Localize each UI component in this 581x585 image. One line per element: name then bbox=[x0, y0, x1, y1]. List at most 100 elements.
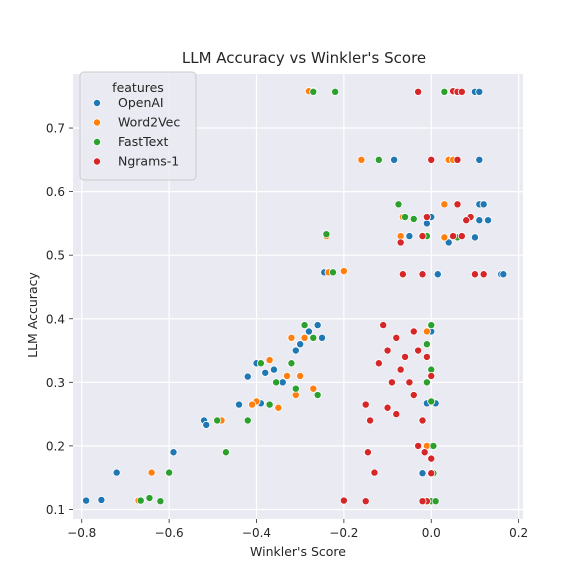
legend-label-ngrams-1: Ngrams-1 bbox=[118, 154, 179, 169]
x-axis-label: Winkler's Score bbox=[250, 544, 346, 559]
point-fasttext bbox=[401, 213, 410, 222]
point-openai bbox=[243, 372, 252, 381]
point-fasttext bbox=[145, 494, 154, 503]
point-openai bbox=[278, 378, 287, 387]
point-openai bbox=[296, 340, 305, 349]
legend-box bbox=[79, 71, 197, 181]
point-openai bbox=[470, 233, 479, 242]
point-ngrams-1 bbox=[398, 270, 407, 279]
point-openai bbox=[499, 270, 508, 279]
chart-title: LLM Accuracy vs Winkler's Score bbox=[182, 49, 426, 67]
point-openai bbox=[475, 155, 484, 164]
point-word2vec bbox=[440, 200, 449, 209]
point-fasttext bbox=[313, 391, 322, 400]
point-openai bbox=[235, 400, 244, 409]
point-openai bbox=[318, 333, 327, 342]
point-ngrams-1 bbox=[449, 232, 458, 241]
point-openai bbox=[444, 238, 453, 247]
legend-marker-openai bbox=[93, 99, 102, 108]
point-openai bbox=[261, 368, 270, 377]
point-ngrams-1 bbox=[418, 416, 427, 425]
point-ngrams-1 bbox=[427, 155, 436, 164]
point-fasttext bbox=[156, 497, 165, 506]
point-fasttext bbox=[322, 230, 331, 239]
point-fasttext bbox=[309, 333, 318, 342]
point-word2vec bbox=[339, 267, 348, 276]
point-ngrams-1 bbox=[401, 352, 410, 361]
point-ngrams-1 bbox=[409, 391, 418, 400]
legend-item-word2vec: Word2Vec bbox=[93, 115, 180, 130]
point-ngrams-1 bbox=[453, 200, 462, 209]
point-fasttext bbox=[300, 321, 309, 330]
point-word2vec bbox=[300, 333, 309, 342]
x-tick-label: −0.6 bbox=[155, 526, 184, 540]
legend-marker-ngrams-1 bbox=[93, 157, 102, 166]
point-fasttext bbox=[272, 378, 281, 387]
point-openai bbox=[313, 321, 322, 330]
point-openai bbox=[269, 365, 278, 374]
legend-label-openai: OpenAI bbox=[118, 95, 164, 110]
point-ngrams-1 bbox=[418, 232, 427, 241]
point-fasttext bbox=[243, 416, 252, 425]
y-axis-label: LLM Accuracy bbox=[25, 272, 40, 358]
point-fasttext bbox=[213, 416, 222, 425]
x-tick-label: −0.4 bbox=[242, 526, 271, 540]
point-ngrams-1 bbox=[396, 365, 405, 374]
point-ngrams-1 bbox=[427, 371, 436, 380]
legend-marker-fasttext bbox=[93, 137, 102, 146]
point-fasttext bbox=[287, 359, 296, 368]
point-ngrams-1 bbox=[370, 468, 379, 477]
point-ngrams-1 bbox=[414, 87, 423, 96]
point-ngrams-1 bbox=[405, 378, 414, 387]
point-word2vec bbox=[265, 356, 274, 365]
point-fasttext bbox=[291, 384, 300, 393]
x-tick-label: 0.2 bbox=[509, 526, 528, 540]
point-fasttext bbox=[422, 340, 431, 349]
point-fasttext bbox=[429, 441, 438, 450]
point-word2vec bbox=[147, 468, 156, 477]
point-ngrams-1 bbox=[363, 448, 372, 457]
point-ngrams-1 bbox=[361, 400, 370, 409]
point-ngrams-1 bbox=[427, 454, 436, 463]
point-ngrams-1 bbox=[457, 232, 466, 241]
point-ngrams-1 bbox=[392, 333, 401, 342]
point-word2vec bbox=[248, 400, 257, 409]
point-openai bbox=[112, 468, 121, 477]
point-fasttext bbox=[431, 497, 440, 506]
point-openai bbox=[82, 496, 91, 505]
point-openai bbox=[433, 270, 442, 279]
point-word2vec bbox=[274, 403, 283, 412]
x-tick-label: 0.0 bbox=[422, 526, 441, 540]
point-fasttext bbox=[409, 214, 418, 223]
point-fasttext bbox=[394, 200, 403, 209]
y-tick-label: 0.5 bbox=[46, 249, 65, 263]
point-fasttext bbox=[427, 321, 436, 330]
point-fasttext bbox=[265, 400, 274, 409]
point-ngrams-1 bbox=[418, 497, 427, 506]
point-fasttext bbox=[328, 268, 337, 277]
point-openai bbox=[304, 327, 313, 336]
point-ngrams-1 bbox=[414, 441, 423, 450]
y-tick-label: 0.1 bbox=[46, 503, 65, 517]
y-tick-label: 0.6 bbox=[46, 185, 65, 199]
point-fasttext bbox=[427, 397, 436, 406]
legend-items: OpenAI Word2Vec FastText Ngrams-1 bbox=[93, 95, 180, 169]
point-ngrams-1 bbox=[422, 352, 431, 361]
point-openai bbox=[418, 469, 427, 478]
point-ngrams-1 bbox=[392, 410, 401, 419]
legend-marker-word2vec bbox=[93, 118, 102, 127]
point-word2vec bbox=[357, 155, 366, 164]
point-ngrams-1 bbox=[409, 327, 418, 336]
point-ngrams-1 bbox=[366, 416, 375, 425]
point-ngrams-1 bbox=[462, 216, 471, 225]
point-ngrams-1 bbox=[414, 346, 423, 355]
point-openai bbox=[202, 420, 211, 429]
point-fasttext bbox=[331, 87, 340, 96]
point-openai bbox=[484, 216, 493, 225]
y-tick-label: 0.2 bbox=[46, 439, 65, 453]
point-ngrams-1 bbox=[339, 496, 348, 505]
point-openai bbox=[475, 87, 484, 96]
data-points bbox=[82, 87, 508, 506]
